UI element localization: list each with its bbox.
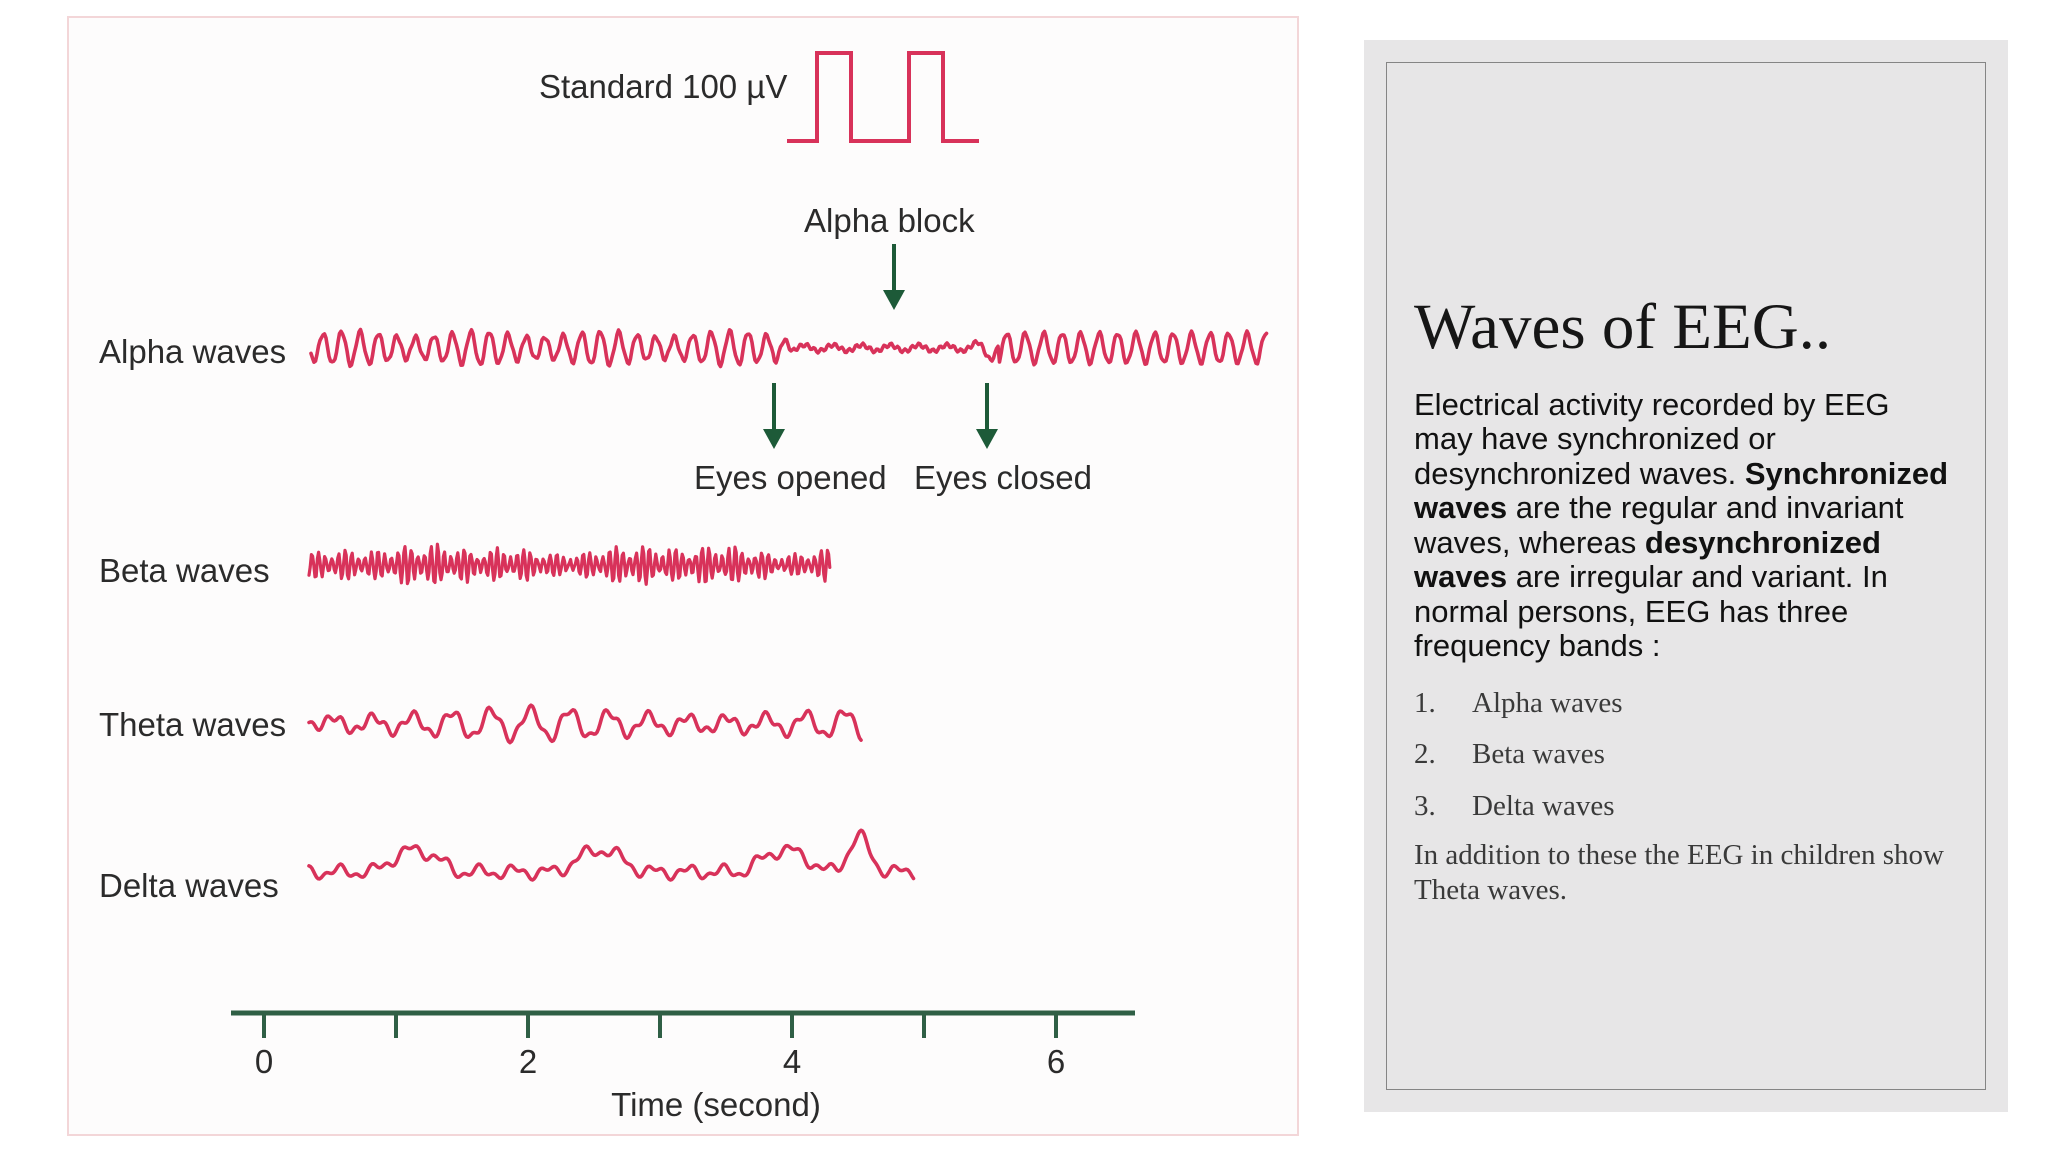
beta-waves-label: Beta waves xyxy=(99,552,270,589)
tick-label-0: 0 xyxy=(255,1043,273,1080)
tick-label-2: 2 xyxy=(519,1043,537,1080)
list-item: 2. Beta waves xyxy=(1414,729,1954,781)
alpha-wave-trace xyxy=(309,327,1269,369)
list-text: Delta waves xyxy=(1472,789,1615,822)
eeg-diagram: Standard 100 µV Alpha block Alpha waves … xyxy=(99,51,1269,1123)
eyes-closed-arrow xyxy=(976,383,998,449)
panel-frame xyxy=(1386,62,1986,1090)
body-middle: are the regular and invariant waves, whe… xyxy=(1414,490,1904,560)
list-item: 1. Alpha waves xyxy=(1414,678,1954,730)
alpha-block-arrow xyxy=(883,244,905,310)
standard-label: Standard 100 µV xyxy=(539,68,787,105)
theta-waves-label: Theta waves xyxy=(99,706,286,743)
tick-label-4: 4 xyxy=(783,1043,801,1080)
calibration-pulse xyxy=(787,51,979,143)
alpha-waves-label: Alpha waves xyxy=(99,333,286,370)
time-axis: 0 2 4 6 Time (second) xyxy=(231,1010,1135,1123)
list-text: Alpha waves xyxy=(1472,686,1623,719)
list-text: Beta waves xyxy=(1472,738,1605,770)
panel-content: Waves of EEG.. Electrical activity recor… xyxy=(1414,291,1954,908)
list-item: 3. Delta waves xyxy=(1414,781,1954,833)
eyes-closed-label: Eyes closed xyxy=(914,459,1092,496)
list-number: 2. xyxy=(1414,738,1436,770)
tick-label-6: 6 xyxy=(1047,1043,1065,1080)
body-end: are irregular and variant. In normal per… xyxy=(1414,559,1888,663)
axis-title: Time (second) xyxy=(611,1086,821,1123)
body-synchronized-term: Synchronized waves xyxy=(1414,455,1949,525)
delta-wave-trace xyxy=(307,828,916,882)
wave-band-list: 1. Alpha waves 2. Beta waves 3. Delta waves xyxy=(1414,678,1954,833)
eeg-figure: Standard 100 µV Alpha block Alpha waves … xyxy=(67,16,1299,1136)
alpha-block-label: Alpha block xyxy=(804,202,975,239)
beta-wave-trace xyxy=(307,542,832,586)
eyes-opened-label: Eyes opened xyxy=(694,459,887,496)
body-intro: Electrical activity recorded by EEG may … xyxy=(1414,386,1890,491)
slide-title: Waves of EEG.. xyxy=(1414,291,1832,363)
body-desynchronized-term: desynchronized waves xyxy=(1414,524,1881,594)
slide-note: In addition to these the EEG in children… xyxy=(1414,839,1944,906)
theta-wave-trace xyxy=(307,703,863,745)
list-number: 3. xyxy=(1414,789,1436,822)
text-panel: Waves of EEG.. Electrical activity recor… xyxy=(1364,40,2008,1112)
delta-waves-label: Delta waves xyxy=(99,867,279,904)
list-number: 1. xyxy=(1414,686,1436,719)
slide-body: Electrical activity recorded by EEG may … xyxy=(1414,386,1954,664)
eyes-opened-arrow xyxy=(763,383,785,449)
